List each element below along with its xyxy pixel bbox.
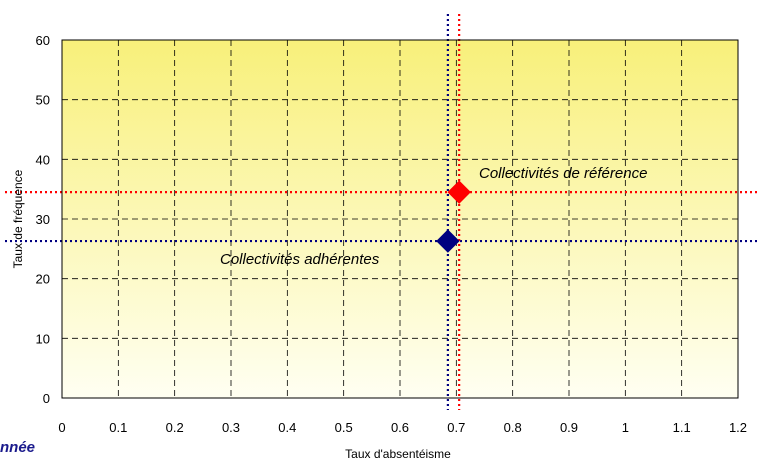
x-tick-label: 0.9 bbox=[560, 420, 578, 435]
x-tick-label: 0.2 bbox=[166, 420, 184, 435]
y-tick-label: 30 bbox=[36, 212, 50, 227]
data-point-diamond bbox=[436, 229, 460, 253]
x-tick-label: 0.8 bbox=[504, 420, 522, 435]
y-tick-label: 0 bbox=[43, 391, 50, 406]
x-tick-label: 0.5 bbox=[335, 420, 353, 435]
grid-lines bbox=[62, 40, 738, 398]
x-axis-title: Taux d'absentéisme bbox=[345, 447, 451, 461]
x-tick-label: 1 bbox=[622, 420, 629, 435]
reference-lines bbox=[5, 14, 760, 410]
x-tick-label: 1.2 bbox=[729, 420, 747, 435]
data-points bbox=[436, 180, 471, 253]
annotation-collectivites-reference: Collectivités de référence bbox=[479, 165, 647, 182]
x-tick-label: 0 bbox=[58, 420, 65, 435]
y-axis-title: Taux de fréquence bbox=[11, 169, 25, 268]
clipped-caption-text: nnée bbox=[0, 439, 35, 456]
x-tick-label: 0.7 bbox=[447, 420, 465, 435]
x-tick-label: 0.6 bbox=[391, 420, 409, 435]
x-tick-label: 1.1 bbox=[673, 420, 691, 435]
data-point-diamond bbox=[447, 180, 471, 204]
y-tick-label: 60 bbox=[36, 33, 50, 48]
x-tick-label: 0.4 bbox=[278, 420, 296, 435]
y-tick-label: 20 bbox=[36, 272, 50, 287]
y-tick-label: 10 bbox=[36, 331, 50, 346]
tick-labels: 0 0.1 0.2 0.3 0.4 0.5 0.6 0.7 0.8 0.9 1 1.1 1.2 0 10 20… bbox=[36, 33, 748, 435]
annotation-collectivites-adherentes: Collectivités adhérentes bbox=[220, 251, 380, 268]
y-tick-label: 50 bbox=[36, 93, 50, 108]
y-tick-label: 40 bbox=[36, 152, 50, 167]
x-tick-label: 0.1 bbox=[109, 420, 127, 435]
x-tick-label: 0.3 bbox=[222, 420, 240, 435]
plot-border bbox=[61, 39, 739, 399]
